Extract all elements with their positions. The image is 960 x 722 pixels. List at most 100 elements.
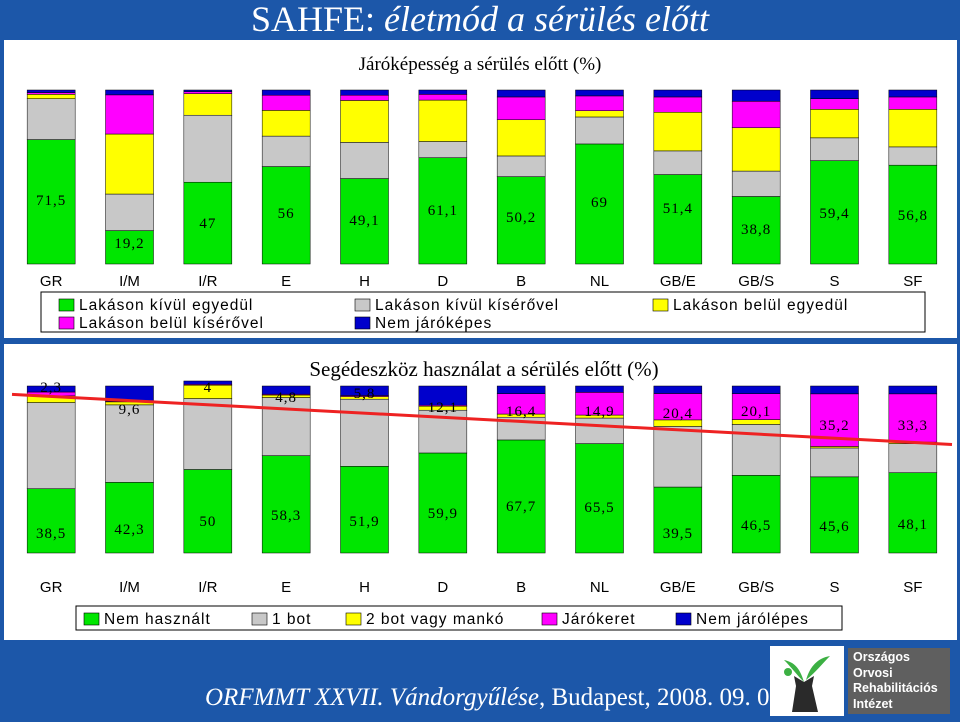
logo-text: Országos Orvosi Rehabilitációs Intézet	[848, 648, 950, 714]
bar-segment-5-i-r	[183, 380, 233, 385]
top-label: 9,6	[119, 402, 141, 418]
tree-stump-logo-icon	[770, 646, 844, 716]
bar-segment-2-s	[810, 137, 859, 161]
legend-label: Nem használt	[104, 611, 211, 628]
bar-segment-1-s	[810, 476, 859, 554]
bar-segment-1-gr	[26, 488, 76, 554]
data-label: 51,4	[663, 201, 693, 217]
bar-segment-5-d	[418, 89, 468, 95]
trend-line	[11, 392, 953, 446]
category-label: I/M	[119, 579, 140, 596]
bar-segment-3-gb-e	[653, 112, 703, 152]
bar-segment-5-h	[340, 385, 389, 396]
category-label: H	[359, 579, 370, 596]
bar-segment-5-gr	[26, 89, 76, 93]
bar-segment-4-gb-s	[731, 393, 781, 420]
bar-segment-1-h	[340, 466, 389, 554]
bar-segment-2-h	[340, 142, 389, 179]
data-label: 56,8	[898, 208, 928, 224]
bar-segment-5-gb-e	[653, 385, 703, 394]
bar-segment-5-d	[418, 385, 468, 406]
bar-segment-5-s	[810, 89, 859, 99]
legend-swatch	[251, 612, 268, 626]
data-label: 59,9	[428, 506, 458, 522]
data-label: 47	[199, 216, 216, 232]
bar-segment-1-e	[261, 166, 311, 265]
bar-segment-4-gr	[26, 92, 76, 95]
legend-label: Lakáson belül egyedül	[673, 297, 848, 314]
bar-segment-2-b	[496, 155, 546, 177]
top-label: 35,2	[819, 418, 849, 434]
bar-segment-5-sf	[888, 385, 938, 395]
category-label: GB/E	[660, 579, 696, 596]
legend-label: Lakáson kívül egyedül	[79, 297, 253, 314]
legend-swatch	[58, 316, 75, 330]
data-label: 48,1	[898, 517, 928, 533]
bar-segment-2-i-r	[183, 398, 233, 470]
bar-segment-2-i-m	[105, 193, 154, 231]
data-label: 65,5	[584, 500, 614, 516]
data-label: 51,9	[349, 514, 379, 530]
category-label: D	[437, 579, 448, 596]
bar-segment-3-b	[496, 119, 546, 157]
data-label: 56	[278, 206, 295, 222]
bar-segment-3-gr	[26, 94, 76, 99]
bar-segment-3-i-r	[183, 93, 233, 116]
bar-segment-5-i-m	[105, 89, 154, 96]
bar-segment-3-h	[340, 100, 389, 143]
bar-segment-4-gb-e	[653, 393, 703, 421]
top-label: 4,8	[275, 390, 297, 406]
bar-segment-2-gb-e	[653, 150, 703, 175]
walking-aid-chart: Segédeszköz használat a sérülés előtt (%…	[11, 357, 953, 631]
category-label: SF	[903, 579, 922, 596]
category-label: SF	[903, 273, 922, 290]
category-label: GR	[40, 579, 63, 596]
bar-segment-3-gb-s	[731, 127, 781, 172]
bar-segment-1-gb-s	[731, 475, 781, 554]
category-label: E	[281, 579, 291, 596]
category-label: S	[829, 273, 839, 290]
chart-title: Segédeszköz használat a sérülés előtt (%…	[309, 357, 658, 381]
data-label: 61,1	[428, 203, 458, 219]
data-label: 19,2	[114, 236, 144, 252]
bar-segment-4-sf	[888, 393, 938, 443]
top-label: 20,1	[741, 404, 771, 420]
bar-segment-1-i-r	[183, 469, 233, 554]
bar-segment-3-i-m	[105, 133, 154, 195]
bar-segment-4-s	[810, 98, 859, 110]
bar-segment-1-gb-s	[731, 196, 781, 265]
data-label: 50	[199, 514, 216, 530]
legend-label: Járókeret	[562, 611, 636, 628]
bar-segment-1-gb-e	[653, 486, 703, 554]
top-label: 5,8	[354, 386, 376, 402]
bar-segment-1-s	[810, 160, 859, 265]
data-label: 46,5	[741, 518, 771, 534]
bar-segment-2-e	[261, 135, 311, 167]
bar-segment-4-i-r	[183, 91, 233, 94]
data-label: 69	[591, 195, 608, 211]
category-label: GR	[40, 273, 63, 290]
bar-segment-1-sf	[888, 472, 938, 554]
bar-segment-1-b	[496, 439, 546, 554]
legend-label: Nem járóképes	[375, 315, 492, 332]
bar-segment-4-gb-s	[731, 101, 781, 129]
bar-segment-2-i-r	[183, 114, 233, 183]
bar-segment-5-b	[496, 385, 546, 394]
category-label: B	[516, 579, 526, 596]
bar-segment-4-i-m	[105, 94, 154, 135]
bar-segment-1-sf	[888, 164, 938, 265]
top-label: 33,3	[898, 418, 928, 434]
data-label: 38,8	[741, 222, 771, 238]
category-label: NL	[590, 273, 609, 290]
bar-segment-1-h	[340, 178, 389, 265]
legend-swatch	[354, 316, 371, 330]
top-label: 4	[204, 380, 213, 396]
data-label: 50,2	[506, 210, 536, 226]
data-label: 42,3	[114, 522, 144, 538]
category-label: I/R	[198, 579, 217, 596]
bar-segment-4-sf	[888, 96, 938, 110]
bar-segment-2-i-m	[105, 404, 154, 483]
data-label: 67,7	[506, 499, 536, 515]
legend-swatch	[675, 612, 692, 626]
bar-segment-4-gb-e	[653, 96, 703, 113]
